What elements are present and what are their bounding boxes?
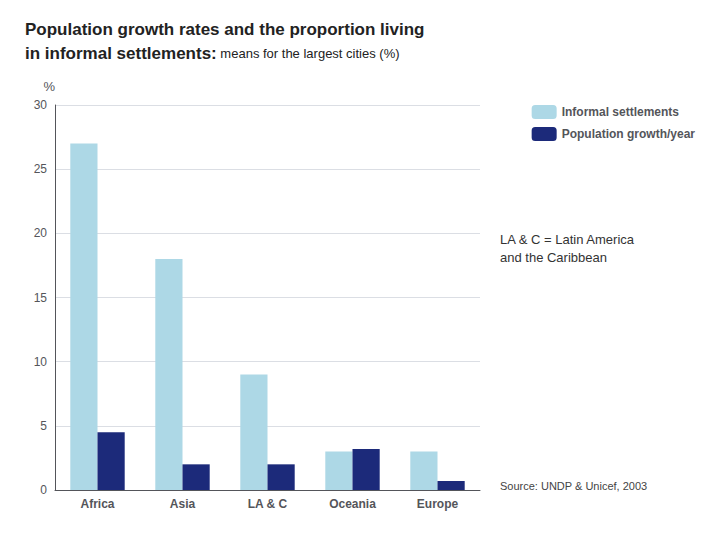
svg-text:LA & C: LA & C	[248, 497, 288, 511]
svg-text:Source: UNDP & Unicef, 2003: Source: UNDP & Unicef, 2003	[500, 480, 647, 492]
svg-text:LA & C = Latin America: LA & C = Latin America	[500, 232, 635, 247]
svg-text:Informal settlements: Informal settlements	[562, 105, 680, 119]
svg-text:and the Caribbean: and the Caribbean	[500, 250, 607, 265]
svg-text:Asia: Asia	[170, 497, 196, 511]
svg-text:30: 30	[34, 98, 48, 112]
svg-text:%: %	[43, 79, 55, 94]
svg-text:10: 10	[34, 355, 48, 369]
svg-text:Population growth/year: Population growth/year	[562, 127, 696, 141]
svg-text:Europe: Europe	[417, 497, 459, 511]
svg-text:15: 15	[34, 291, 48, 305]
svg-text:0: 0	[40, 483, 47, 497]
svg-text:25: 25	[34, 162, 48, 176]
svg-text:means for the largest cities (: means for the largest cities (%)	[217, 46, 400, 61]
svg-text:Population growth rates and th: Population growth rates and the proporti…	[25, 20, 425, 39]
svg-text:Africa: Africa	[80, 497, 114, 511]
svg-text:5: 5	[40, 419, 47, 433]
svg-text:Oceania: Oceania	[329, 497, 376, 511]
svg-text:in informal settlements:: in informal settlements:	[25, 44, 217, 63]
svg-text:20: 20	[34, 226, 48, 240]
